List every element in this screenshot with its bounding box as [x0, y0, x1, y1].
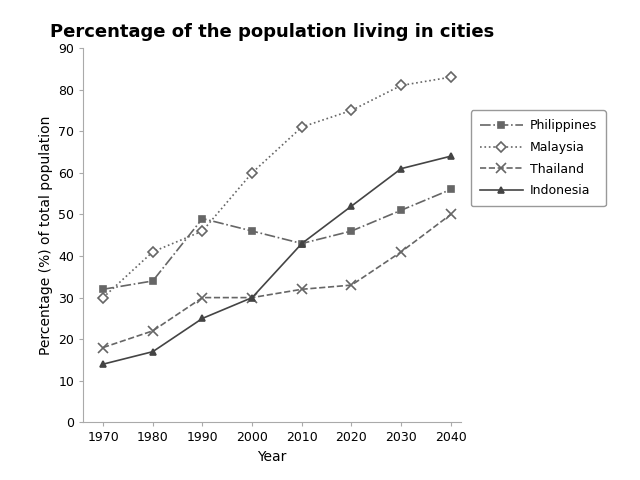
Philippines	[447, 187, 454, 192]
Indonesia	[198, 315, 206, 321]
Thailand	[298, 287, 306, 292]
X-axis label: Year: Year	[257, 450, 287, 464]
Philippines	[348, 228, 355, 234]
Philippines	[149, 278, 157, 284]
Malaysia	[248, 170, 256, 176]
Indonesia	[298, 240, 306, 246]
Malaysia	[198, 228, 206, 234]
Indonesia	[397, 166, 405, 171]
Thailand	[447, 212, 454, 217]
Thailand	[248, 295, 256, 300]
Title: Percentage of the population living in cities: Percentage of the population living in c…	[50, 23, 494, 41]
Thailand	[198, 295, 206, 300]
Legend: Philippines, Malaysia, Thailand, Indonesia: Philippines, Malaysia, Thailand, Indones…	[471, 110, 605, 206]
Philippines	[248, 228, 256, 234]
Line: Philippines: Philippines	[100, 186, 454, 293]
Philippines	[99, 287, 107, 292]
Y-axis label: Percentage (%) of total population: Percentage (%) of total population	[38, 116, 52, 355]
Indonesia	[99, 361, 107, 367]
Indonesia	[447, 153, 454, 159]
Malaysia	[99, 295, 107, 300]
Line: Thailand: Thailand	[98, 210, 456, 352]
Thailand	[99, 345, 107, 350]
Malaysia	[447, 74, 454, 80]
Philippines	[397, 207, 405, 213]
Thailand	[348, 282, 355, 288]
Indonesia	[248, 295, 256, 300]
Line: Indonesia: Indonesia	[100, 153, 454, 368]
Thailand	[149, 328, 157, 334]
Malaysia	[149, 249, 157, 255]
Line: Malaysia: Malaysia	[100, 73, 454, 301]
Thailand	[397, 249, 405, 255]
Malaysia	[348, 108, 355, 113]
Philippines	[198, 216, 206, 221]
Indonesia	[149, 349, 157, 355]
Malaysia	[397, 83, 405, 88]
Philippines	[298, 240, 306, 246]
Malaysia	[298, 124, 306, 130]
Indonesia	[348, 203, 355, 209]
